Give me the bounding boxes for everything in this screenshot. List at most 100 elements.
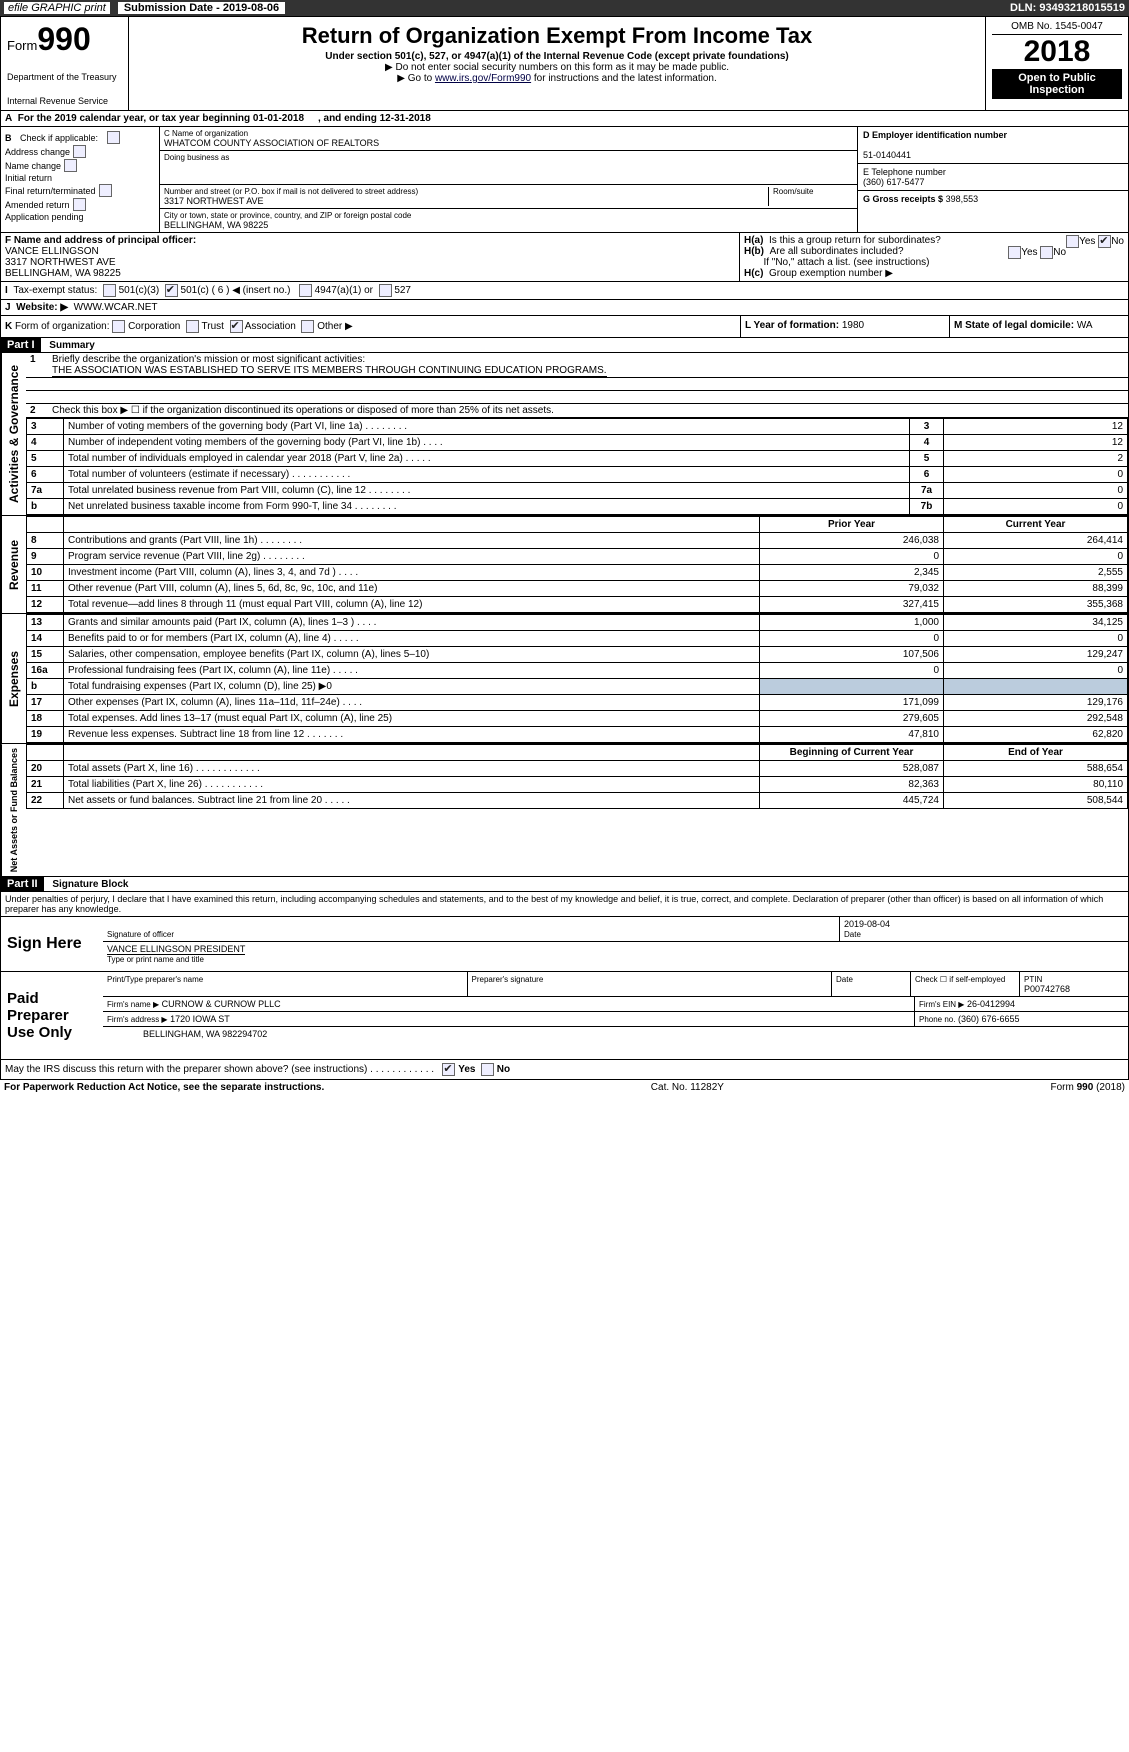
- a-end: , and ending 12-31-2018: [318, 113, 431, 124]
- chk-hb-no[interactable]: [1040, 246, 1053, 259]
- addr-lbl: Number and street (or P.O. box if mail i…: [164, 187, 768, 196]
- b-item-1: Name change: [5, 159, 155, 172]
- dln-label: DLN: 93493218015519: [1010, 2, 1125, 14]
- part2-sub: Signature Block: [46, 879, 128, 890]
- l-val: 1980: [842, 320, 864, 331]
- org-city: BELLINGHAM, WA 98225: [164, 220, 853, 230]
- row-klm: K Form of organization: Corporation Trus…: [0, 316, 1129, 338]
- paid-preparer-block: Paid Preparer Use Only Print/Type prepar…: [0, 972, 1129, 1060]
- b-item-3: Final return/terminated: [5, 184, 155, 197]
- city-lbl: City or town, state or province, country…: [164, 211, 853, 220]
- chk-discuss-yes[interactable]: [442, 1063, 455, 1076]
- table-netassets: Beginning of Current YearEnd of Year20To…: [26, 744, 1128, 809]
- chk-trust[interactable]: [186, 320, 199, 333]
- open-public: Open to Public Inspection: [992, 69, 1122, 99]
- table-activities: 3Number of voting members of the governi…: [26, 418, 1128, 515]
- part1-rev: Revenue Prior YearCurrent Year8Contribut…: [0, 516, 1129, 614]
- phone-value: (360) 617-5477: [863, 177, 925, 187]
- ha-text: Is this a group return for subordinates?: [769, 235, 941, 246]
- part1-gov: Activities & Governance 1Briefly describ…: [0, 353, 1129, 516]
- chk-hb-yes[interactable]: [1008, 246, 1021, 259]
- chk-corp[interactable]: [112, 320, 125, 333]
- chk-527[interactable]: [379, 284, 392, 297]
- chk-amended[interactable]: [73, 198, 86, 211]
- row-j: J Website: ▶ WWW.WCAR.NET: [0, 300, 1129, 316]
- sig-officer-lbl: Signature of officer: [107, 930, 174, 939]
- ptin-val: P00742768: [1024, 984, 1070, 994]
- ein-value: 51-0140441: [863, 150, 911, 160]
- ein-lbl: D Employer identification number: [863, 130, 1007, 140]
- form-note2: ▶ Go to www.irs.gov/Form990 for instruct…: [135, 73, 979, 84]
- c-name-lbl: C Name of organization: [164, 129, 853, 138]
- vert-rev: Revenue: [1, 516, 26, 613]
- firm-ein-lbl: Firm's EIN ▶: [919, 1000, 964, 1009]
- chk-501c[interactable]: [165, 284, 178, 297]
- b-item-0: Address change: [5, 145, 155, 158]
- org-address: 3317 NORTHWEST AVE: [164, 196, 768, 206]
- sig-date: 2019-08-04: [844, 919, 890, 929]
- website-value: WWW.WCAR.NET: [74, 302, 158, 313]
- l-lbl: L Year of formation:: [745, 320, 839, 331]
- chk-ha-no[interactable]: [1098, 235, 1111, 248]
- footer-right: Form 990 (2018): [1051, 1082, 1125, 1093]
- chk-applicable[interactable]: [107, 131, 120, 144]
- footer-left: For Paperwork Reduction Act Notice, see …: [4, 1082, 324, 1093]
- chk-final[interactable]: [99, 184, 112, 197]
- prep-date-lbl: Date: [836, 975, 853, 984]
- part2-header: Part II Signature Block: [0, 877, 1129, 892]
- firm-addr2: BELLINGHAM, WA 982294702: [103, 1027, 1128, 1041]
- hb2-text: If "No," attach a list. (see instruction…: [763, 257, 929, 268]
- l1-lbl: Briefly describe the organization's miss…: [52, 354, 365, 365]
- row-a: A For the 2019 calendar year, or tax yea…: [0, 111, 1129, 127]
- chk-discuss-no[interactable]: [481, 1063, 494, 1076]
- block-bcd: B Check if applicable: Address change Na…: [0, 127, 1129, 233]
- form-header: Form990 Department of the Treasury Inter…: [0, 16, 1129, 111]
- year-box: OMB No. 1545-0047 2018 Open to Public In…: [986, 17, 1128, 110]
- b-label: Check if applicable:: [20, 133, 98, 143]
- j-lbl: Website: ▶: [16, 302, 68, 313]
- l1-val: THE ASSOCIATION WAS ESTABLISHED TO SERVE…: [52, 365, 607, 377]
- submission-date: Submission Date - 2019-08-06: [118, 2, 285, 14]
- part1-title: Part I: [1, 338, 41, 352]
- form-subtitle: Under section 501(c), 527, or 4947(a)(1)…: [135, 51, 979, 62]
- org-name: WHATCOM COUNTY ASSOCIATION OF REALTORS: [164, 138, 853, 148]
- dba-lbl: Doing business as: [164, 153, 853, 162]
- sig-date-lbl: Date: [844, 930, 861, 939]
- dept-irs: Internal Revenue Service: [7, 96, 122, 106]
- form-note1: ▶ Do not enter social security numbers o…: [135, 62, 979, 73]
- chk-other[interactable]: [301, 320, 314, 333]
- room-lbl: Room/suite: [773, 187, 853, 196]
- form-label: Form: [7, 38, 37, 53]
- chk-address-change[interactable]: [73, 145, 86, 158]
- discuss-row: May the IRS discuss this return with the…: [0, 1060, 1129, 1080]
- f-lbl: F Name and address of principal officer:: [5, 235, 196, 246]
- k-lbl: Form of organization:: [15, 321, 110, 332]
- col-d: D Employer identification number 51-01404…: [857, 127, 1128, 232]
- officer-name: VANCE ELLINGSON: [5, 246, 99, 257]
- b-item-2: Initial return: [5, 173, 155, 183]
- sign-here-block: Sign Here Signature of officer2019-08-04…: [0, 917, 1129, 972]
- part1-sub: Summary: [43, 340, 95, 351]
- irs-link[interactable]: www.irs.gov/Form990: [435, 73, 531, 84]
- vert-net: Net Assets or Fund Balances: [1, 744, 26, 876]
- gross-value: 398,553: [946, 194, 979, 204]
- i-lbl: Tax-exempt status:: [13, 285, 97, 296]
- chk-assoc[interactable]: [230, 320, 243, 333]
- vert-exp: Expenses: [1, 614, 26, 743]
- firm-name: CURNOW & CURNOW PLLC: [162, 999, 281, 1009]
- firm-phone: (360) 676-6655: [958, 1014, 1020, 1024]
- part2-title: Part II: [1, 877, 44, 891]
- b-item-4: Amended return: [5, 198, 155, 211]
- chk-name-change[interactable]: [64, 159, 77, 172]
- name-title-lbl: Type or print name and title: [107, 955, 204, 964]
- table-revenue: Prior YearCurrent Year8Contributions and…: [26, 516, 1128, 613]
- footer-mid: Cat. No. 11282Y: [651, 1082, 724, 1093]
- part1-header: Part I Summary: [0, 338, 1129, 353]
- part1-net: Net Assets or Fund Balances Beginning of…: [0, 744, 1129, 877]
- chk-4947[interactable]: [299, 284, 312, 297]
- chk-501c3[interactable]: [103, 284, 116, 297]
- row-i: I Tax-exempt status: 501(c)(3) 501(c) ( …: [0, 282, 1129, 300]
- chk-ha-yes[interactable]: [1066, 235, 1079, 248]
- hb-text: Are all subordinates included?: [770, 246, 904, 257]
- l2-text: Check this box ▶ ☐ if the organization d…: [52, 405, 1124, 416]
